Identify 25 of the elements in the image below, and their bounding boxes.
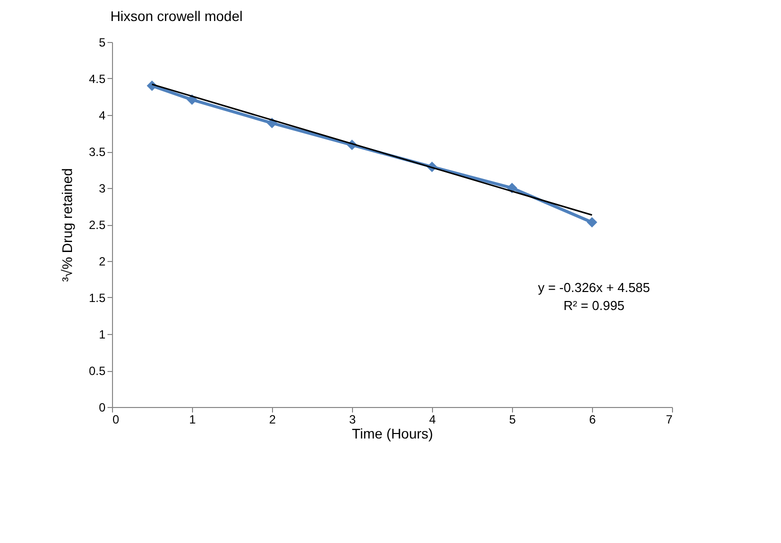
point [586, 217, 598, 228]
y-tick-label: 5 [98, 36, 106, 50]
x-tick-label: 1 [189, 412, 196, 426]
y-tick-label: 2.5 [88, 218, 106, 232]
x-tick-label: 4 [429, 412, 436, 426]
y-tick-label: 3 [98, 182, 106, 196]
y-tick-label: 1.5 [88, 291, 106, 305]
x-tick-label: 5 [509, 412, 516, 426]
x-tick-label: 0 [112, 412, 120, 426]
x-tick-label: 2 [269, 412, 276, 426]
annotation: y = -0.326x + 4.585 [538, 280, 650, 295]
y-tick-label: 4 [98, 108, 106, 122]
x-tick-label: 7 [666, 412, 673, 426]
y-tick-label: 3.5 [88, 145, 106, 159]
y-tick-label: 2 [98, 254, 106, 268]
y-tick-label: 0.5 [88, 364, 106, 378]
x-axis-title: Time (Hours) [352, 426, 434, 442]
y-tick-label: 4.5 [88, 72, 106, 86]
y-axis-title: ³√% Drug retained [58, 168, 75, 282]
x-tick-label: 3 [349, 412, 356, 426]
y-tick-label: 0 [98, 400, 106, 414]
y-tick-label: 1 [98, 328, 106, 342]
x-tick-label: 6 [589, 412, 596, 426]
annotation: R² = 0.995 [563, 298, 625, 313]
chart-title: Hixson crowell model [110, 8, 243, 24]
